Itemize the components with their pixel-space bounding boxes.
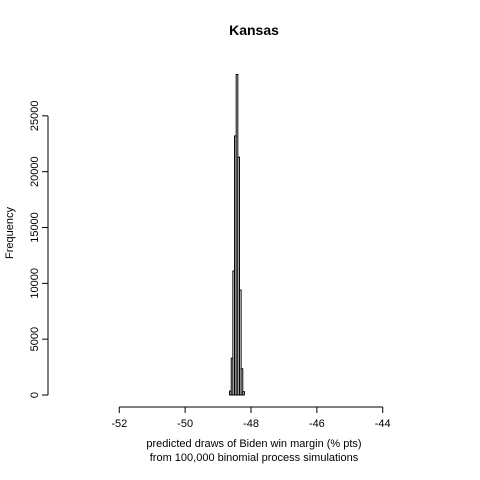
x-axis-title-line-2: from 100,000 binomial process simulation… [150,452,359,464]
histogram-bars [229,74,245,396]
x-tick-label: -46 [309,418,325,430]
x-tick-label: -44 [375,418,391,430]
x-axis-title-line-1: predicted draws of Biden win margin (% p… [146,438,361,450]
histogram-bar-7 [240,368,244,396]
histogram-bar-5 [237,156,240,396]
y-tick-label: 5000 [29,327,41,351]
y-tick-label: 10000 [29,268,41,299]
x-tick-label: -52 [111,418,127,430]
y-tick-label: 25000 [29,101,41,132]
histogram-bar-8 [242,391,245,396]
chart-title: Kansas [229,22,279,38]
x-axis: -52 -50 -48 -46 -44 [111,406,391,430]
y-tick-label: 20000 [29,156,41,187]
y-tick-label: 0 [29,392,41,398]
y-axis: 0 5000 10000 15000 20000 25000 [29,101,49,398]
y-tick-label: 15000 [29,212,41,243]
x-tick-label: -50 [177,418,193,430]
histogram-bar-6 [238,289,242,396]
y-axis-title: Frequency [4,207,16,259]
x-tick-label: -48 [243,418,259,430]
